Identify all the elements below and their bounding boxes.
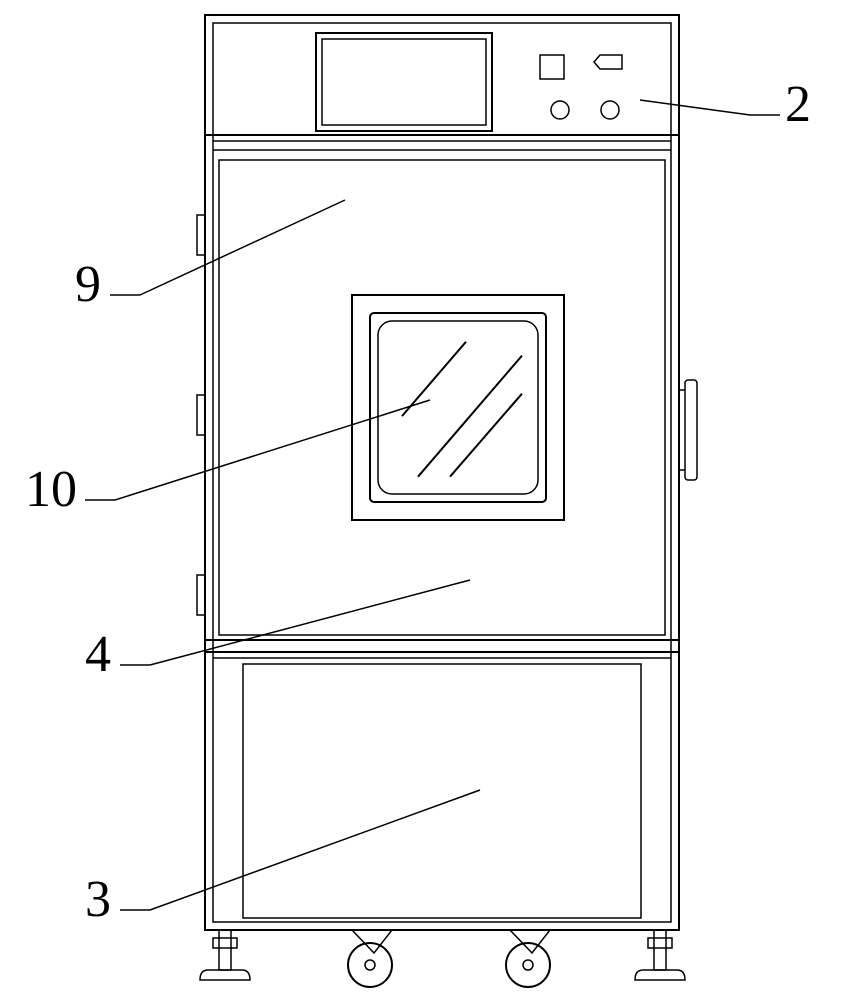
callout-label-4: 4 [85,625,111,684]
callout-label-10: 10 [25,460,77,519]
callout-label-3: 3 [85,870,111,929]
callout-label-2: 2 [785,75,811,134]
callout-label-9: 9 [75,255,101,314]
